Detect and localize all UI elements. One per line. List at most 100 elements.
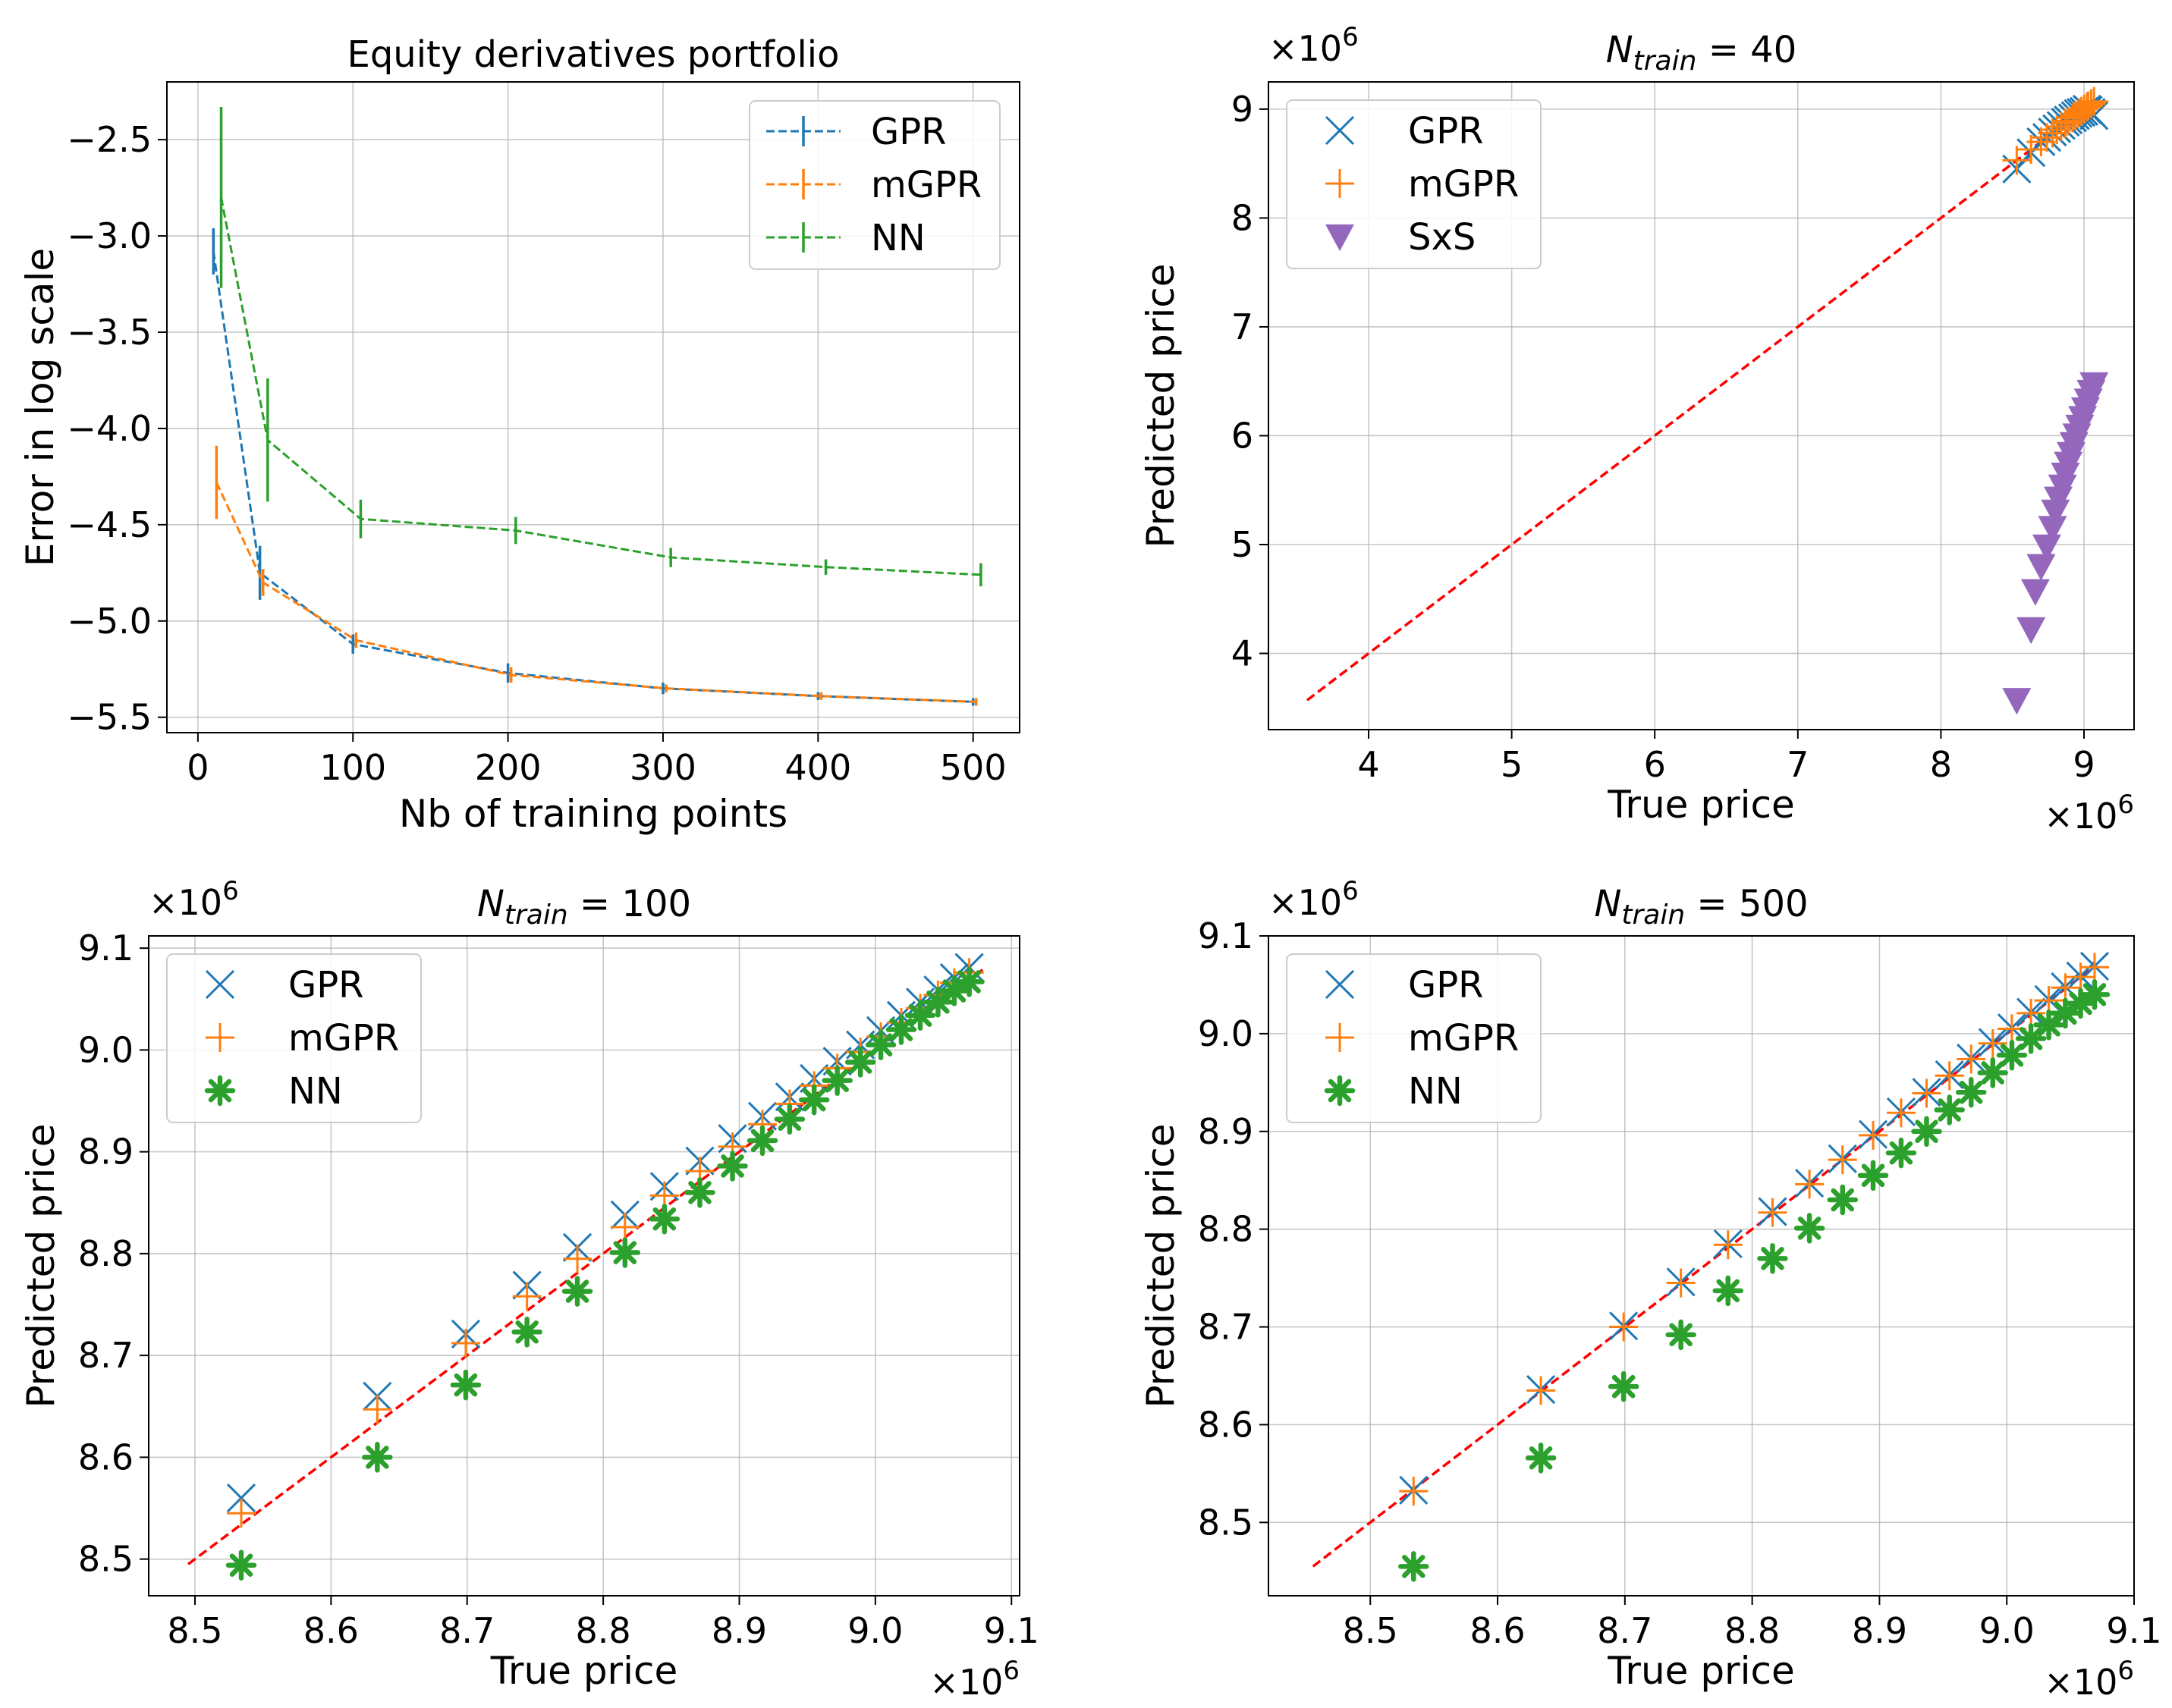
y-tick-label: −3.0 bbox=[67, 215, 152, 256]
data-point bbox=[684, 1177, 715, 1208]
y-axis-label: Predicted price bbox=[1139, 1123, 1183, 1408]
y-tick-label: 9 bbox=[1231, 89, 1253, 130]
legend-marker bbox=[206, 1023, 234, 1052]
data-point bbox=[1859, 1120, 1888, 1150]
data-point bbox=[1857, 1160, 1889, 1192]
y-multiplier: ×106 bbox=[149, 876, 239, 923]
x-tick-label: 9.1 bbox=[984, 1610, 1039, 1651]
data-point bbox=[226, 1484, 256, 1513]
legend-label: GPR bbox=[1408, 964, 1484, 1006]
data-point bbox=[1977, 1057, 2008, 1088]
y-tick-label: 8.6 bbox=[78, 1436, 134, 1477]
chart-predicted-vs-true-2: 8.5 8.6 8.7 8.8 8.9 9.0 9.1 8.5 8.6 8.7 8.8 8.9 9.0 9… bbox=[19, 876, 1039, 1703]
data-point bbox=[1996, 1039, 2028, 1071]
x-tick-label: 6 bbox=[1644, 744, 1666, 785]
legend-frame bbox=[749, 100, 1001, 270]
legend-marker bbox=[1324, 1075, 1356, 1107]
y-tick-label: −5.5 bbox=[67, 697, 152, 738]
data-point bbox=[1666, 1268, 1696, 1298]
legend-label: GPR bbox=[288, 964, 364, 1006]
x-tick-label: 7 bbox=[1787, 744, 1809, 785]
data-point bbox=[2073, 91, 2103, 121]
y-multiplier-exponent: 6 bbox=[222, 876, 239, 906]
data-point bbox=[2016, 617, 2046, 644]
data-point bbox=[2015, 1023, 2047, 1054]
title-value: = 500 bbox=[1685, 883, 1808, 925]
y-tick-label: 9.0 bbox=[78, 1029, 134, 1070]
data-point bbox=[2002, 688, 2032, 715]
legend-label: NN bbox=[871, 217, 926, 259]
x-tick-label: 8.8 bbox=[576, 1610, 631, 1651]
x-multiplier-base: ×10 bbox=[2044, 796, 2117, 837]
data-point bbox=[904, 1000, 936, 1031]
data-point bbox=[1525, 1443, 1557, 1474]
data-point bbox=[610, 1212, 640, 1242]
plot-frame bbox=[148, 935, 1020, 1597]
chart-predicted-vs-true-3: 8.5 8.6 8.7 8.8 8.9 9.0 9.1 8.5 8.6 8.7 8.8 8.9 9.0 9… bbox=[1139, 876, 2162, 1703]
data-point bbox=[1912, 1078, 1941, 1108]
legend-item-mgpr: mGPR bbox=[1325, 1017, 1519, 1060]
plot-frame bbox=[166, 81, 1020, 733]
x-tick-label: 8.8 bbox=[1724, 1610, 1780, 1651]
legend-label: GPR bbox=[871, 111, 947, 153]
data-point bbox=[1828, 1145, 1857, 1175]
legend-marker bbox=[1325, 1023, 1354, 1052]
series-sxs bbox=[2002, 372, 2109, 715]
legend-label: NN bbox=[288, 1070, 343, 1113]
data-point bbox=[1757, 1243, 1788, 1274]
series-mgpr bbox=[1399, 953, 2109, 1506]
data-point bbox=[649, 1203, 681, 1235]
legend-item-gpr: GPR bbox=[205, 964, 364, 1006]
legend: GPR mGPR SxS bbox=[1286, 99, 1542, 269]
y-tick-label: 6 bbox=[1231, 415, 1253, 456]
data-point bbox=[1398, 1551, 1429, 1582]
data-point bbox=[2041, 499, 2070, 526]
data-point bbox=[2079, 86, 2109, 116]
data-point bbox=[2079, 372, 2109, 400]
data-point bbox=[1827, 1184, 1859, 1216]
data-point bbox=[1526, 1376, 1556, 1405]
title-n: N bbox=[1594, 883, 1621, 925]
legend-item-nn: NN bbox=[1324, 1070, 1463, 1113]
legend: GPR mGPR NN bbox=[166, 953, 422, 1123]
data-point bbox=[1665, 1319, 1696, 1351]
data-point bbox=[2026, 554, 2056, 581]
title-n: N bbox=[1606, 29, 1633, 71]
x-axis-label: True price bbox=[490, 1649, 678, 1693]
x-tick-label: 400 bbox=[784, 747, 851, 788]
series-mgpr bbox=[215, 445, 978, 706]
data-point bbox=[226, 1499, 256, 1528]
x-multiplier-exponent: 6 bbox=[1003, 1656, 1020, 1686]
legend-label: GPR bbox=[1408, 110, 1484, 152]
y-multiplier-base: ×10 bbox=[1268, 28, 1342, 69]
x-tick-label: 500 bbox=[940, 747, 1007, 788]
data-point bbox=[563, 1244, 593, 1273]
chart-error-vs-training-points: 0 100 200 300 400 500 −2.5 −3.0 −3.5 −4.0 −4.5 −5.0… bbox=[18, 33, 1020, 836]
x-tick-label: 9.1 bbox=[2106, 1610, 2161, 1651]
reference-line bbox=[1306, 99, 2097, 702]
x-tick-label: 0 bbox=[187, 747, 209, 788]
legend-label: SxS bbox=[1408, 216, 1476, 259]
data-point bbox=[1957, 1044, 1986, 1074]
y-tick-label: 8.5 bbox=[1198, 1502, 1253, 1543]
legend-item-mgpr: mGPR bbox=[1325, 163, 1519, 206]
x-multiplier: ×106 bbox=[2044, 1656, 2134, 1703]
data-point bbox=[609, 1237, 641, 1268]
chart-title: Ntrain = 100 bbox=[477, 883, 691, 931]
data-point bbox=[954, 966, 985, 997]
x-tick-label: 300 bbox=[630, 747, 696, 788]
x-axis-label: Nb of training points bbox=[399, 792, 787, 836]
legend-marker bbox=[205, 969, 235, 1000]
data-point bbox=[2020, 579, 2050, 606]
x-multiplier-exponent: 6 bbox=[2117, 1656, 2134, 1686]
legend-item-mgpr: mGPR bbox=[766, 164, 982, 206]
data-point bbox=[774, 1104, 806, 1135]
data-point bbox=[2033, 1009, 2064, 1041]
chart-predicted-vs-true-1: 4 5 6 7 8 9 4 5 6 7 8 9 Ntrain = 40 True price Predict… bbox=[1139, 22, 2135, 837]
y-tick-label: 8.7 bbox=[1198, 1307, 1253, 1348]
x-tick-label: 8.6 bbox=[1469, 1610, 1525, 1651]
plot-frame bbox=[1268, 81, 2135, 730]
y-tick-label: 8.9 bbox=[78, 1132, 134, 1173]
y-tick-label: 8.9 bbox=[1198, 1111, 1253, 1152]
